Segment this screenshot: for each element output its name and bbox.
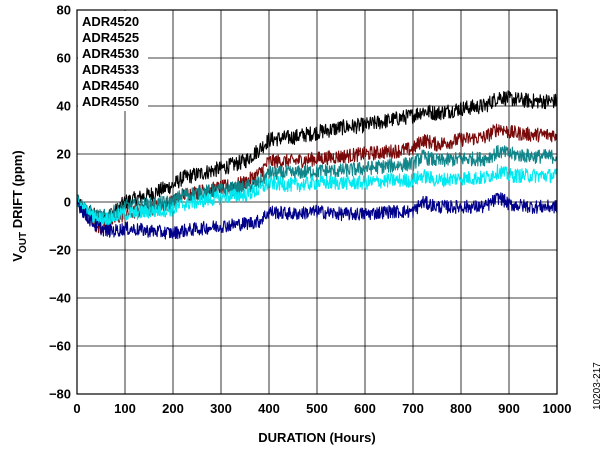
x-tick-label: 800 [450,401,472,416]
x-tick-label: 1000 [543,401,572,416]
x-axis-label: DURATION (Hours) [258,430,375,445]
plot-frame [76,9,558,395]
x-tick-label: 600 [354,401,376,416]
y-tick-label: −20 [49,243,71,258]
x-tick-label: 200 [162,401,184,416]
series-layer [76,90,558,240]
y-axis-label-v: V [10,253,25,262]
x-tick-label: 400 [258,401,280,416]
legend-entry-4: ADR4533 [82,62,139,77]
figure-id: 10203-217 [592,362,603,410]
y-axis-label-sub: OUT [18,232,29,253]
legend-entry-5: ADR4540 [82,78,139,93]
x-tick-label: 500 [306,401,328,416]
series-line-4 [76,164,558,227]
y-tick-label: −60 [49,339,71,354]
legend-entry-6: ADR4550 [82,94,139,109]
x-tick-label: 0 [73,401,80,416]
x-tick-label: 700 [402,401,424,416]
series-line-1 [76,90,558,225]
y-tick-label: 80 [57,3,71,18]
y-tick-label: 40 [57,99,71,114]
series-line-3 [76,144,558,224]
legend-box [78,11,148,111]
y-tick-label: 60 [57,51,71,66]
y-tick-label: 0 [64,195,71,210]
y-tick-label: −40 [49,291,71,306]
legend: ADR4520 ADR4525 ADR4530 ADR4533 ADR4540 … [78,11,148,111]
y-axis-label: VOUT DRIFT (ppm) [10,150,29,261]
legend-entry-2: ADR4525 [82,30,139,45]
y-tick-label: −80 [49,387,71,402]
series-line-5 [76,192,558,240]
legend-entry-1: ADR4520 [82,14,139,29]
x-tick-label: 900 [498,401,520,416]
y-axis-label-rest: DRIFT (ppm) [10,150,25,232]
x-tick-label: 300 [210,401,232,416]
legend-entry-3: ADR4530 [82,46,139,61]
x-tick-label: 100 [114,401,136,416]
tick-labels: 0 100 200 300 400 500 600 700 800 900 100080604020… [49,3,572,417]
y-tick-label: 20 [57,147,71,162]
